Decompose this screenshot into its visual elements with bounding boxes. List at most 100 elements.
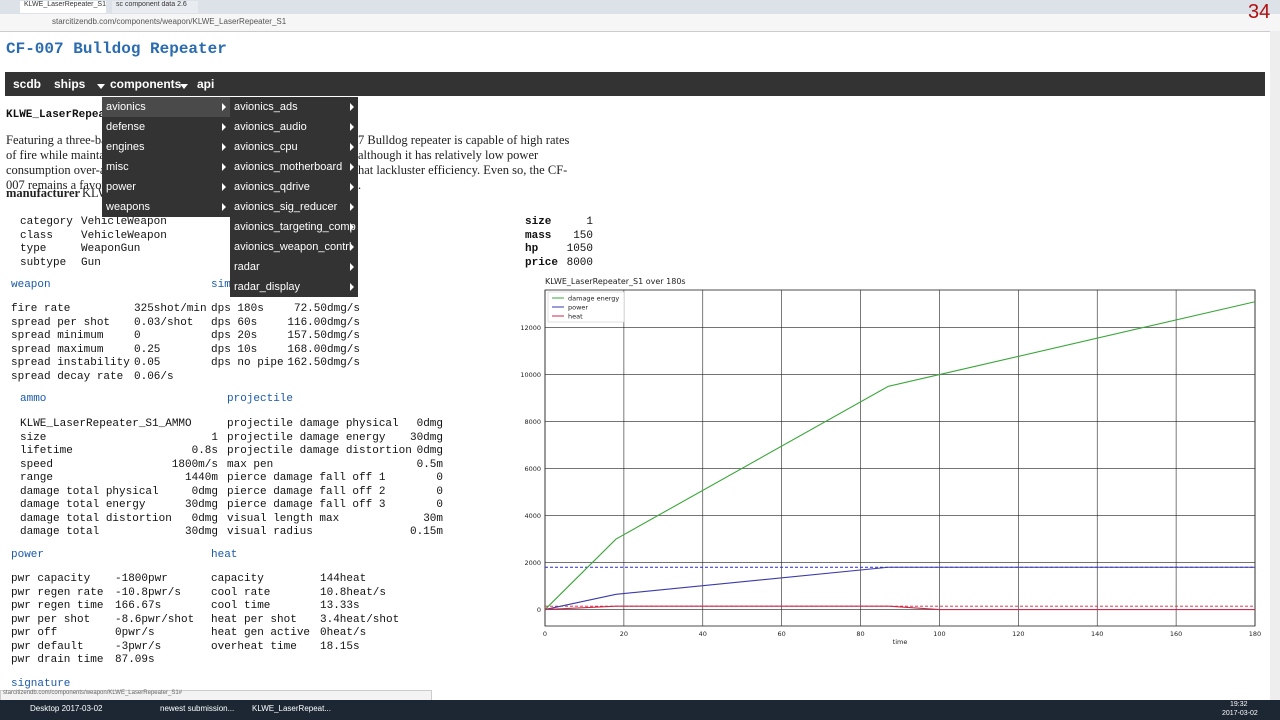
row-value: 18.15s — [320, 640, 360, 653]
row-label: pwr regen time — [11, 600, 104, 612]
menu-item[interactable]: avionics_sig_reducer — [230, 197, 358, 217]
info-value: VehicleWeapon — [81, 229, 167, 242]
row-label: visual length max — [227, 512, 340, 525]
row-label: projectile damage distortion — [227, 445, 412, 457]
status-url: starcitizendb.com/components/weapon/KLWE… — [3, 690, 182, 696]
row-label: damage total physical — [20, 485, 159, 498]
info-label: hp — [525, 243, 539, 255]
row-label: damage total distortion — [20, 512, 172, 525]
x-tick-label: 0 — [543, 630, 547, 638]
section-title: power — [11, 549, 45, 561]
info-value: 150 — [573, 229, 593, 242]
row-label: dps 60s — [211, 316, 258, 329]
address-bar — [0, 14, 1280, 32]
info-value: 1 — [586, 216, 593, 228]
row-label: projectile damage energy — [227, 431, 386, 444]
section-title: heat — [211, 549, 238, 561]
legend-label: heat — [568, 313, 583, 321]
row-label: size — [20, 431, 47, 444]
y-tick-label: 12000 — [520, 324, 541, 332]
row-value: 1800m/s — [171, 458, 218, 471]
url[interactable]: starcitizendb.com/components/weapon/KLWE… — [52, 17, 287, 26]
row-label: pwr drain time — [11, 654, 104, 666]
x-tick-label: 100 — [933, 630, 945, 638]
browser-tab[interactable]: sc component data 2.6 — [112, 1, 198, 13]
row-label: pwr off — [11, 627, 58, 639]
description: Featuring a three-ba — [6, 133, 107, 147]
row-value: 0 — [436, 485, 443, 498]
nav-link[interactable]: api — [197, 77, 215, 91]
x-axis-label: time — [893, 638, 908, 646]
taskbar-item[interactable]: KLWE_LaserRepeat... — [252, 704, 332, 713]
info-value: Gun — [81, 256, 101, 269]
row-label: spread minimum — [11, 330, 104, 342]
row-label: cool time — [211, 600, 271, 612]
row-value: -10.8pwr/s — [115, 586, 182, 599]
info-value: VehicleWeapon — [81, 216, 167, 228]
series-line — [544, 605, 1255, 611]
menu-item[interactable]: avionics_targeting_comp — [230, 217, 358, 237]
nav-link[interactable]: ships — [54, 77, 98, 91]
row-value: 1 — [211, 431, 218, 444]
row-value: 162.50dmg/s — [287, 357, 360, 369]
x-tick-label: 120 — [1012, 630, 1024, 638]
nav-bar — [5, 72, 1265, 96]
row-value: 168.00dmg/s — [287, 343, 360, 356]
row-value: 0.5m — [416, 458, 443, 471]
row-label: pwr capacity — [11, 573, 91, 585]
menu-item[interactable]: misc — [102, 157, 230, 177]
row-label: spread instability — [11, 357, 130, 369]
row-value: 10.8heat/s — [320, 586, 387, 599]
taskbar-item[interactable]: newest submission... — [160, 704, 235, 713]
row-value: 13.33s — [320, 600, 360, 612]
menu-item[interactable]: weapons — [102, 197, 230, 217]
menu-item[interactable]: avionics_motherboard — [230, 157, 358, 177]
menu-item[interactable]: avionics_qdrive — [230, 177, 358, 197]
page-title: CF-007 Bulldog Repeater — [6, 40, 227, 58]
row-label: speed — [20, 458, 54, 471]
row-label: heat gen active — [211, 627, 311, 639]
row-value: -3pwr/s — [115, 640, 162, 653]
row-value: 0heat/s — [320, 627, 367, 639]
row-value: 0dmg — [191, 512, 218, 525]
menu-item[interactable]: avionics_weapon_contrl — [230, 237, 358, 257]
row-value: 0.05 — [134, 357, 161, 369]
clock-date: 2017-03-02 — [1222, 710, 1258, 717]
menu-item[interactable]: radar_display — [230, 277, 358, 297]
nav-link[interactable]: scdb — [13, 77, 42, 91]
section-title: weapon — [11, 279, 51, 291]
description: . — [358, 178, 362, 192]
row-value: -1800pwr — [115, 573, 168, 585]
info-label: type — [20, 243, 47, 255]
section-title: ammo — [20, 393, 47, 405]
row-label: overheat time — [211, 640, 297, 653]
menu-item[interactable]: avionics_cpu — [230, 137, 358, 157]
plot-frame — [544, 289, 1256, 627]
menu-item[interactable]: avionics — [102, 97, 230, 117]
menu-item[interactable]: avionics_ads — [230, 97, 358, 117]
menu-item[interactable]: defense — [102, 117, 230, 137]
description: hat lackluster efficiency. Even so, the … — [358, 163, 568, 177]
menu-item[interactable]: avionics_audio — [230, 117, 358, 137]
info-label: size — [525, 216, 552, 228]
info-value: 1050 — [566, 243, 593, 255]
taskbar-item[interactable]: Desktop 2017-03-02 — [30, 704, 103, 713]
row-value: 144heat — [320, 573, 367, 585]
section-title: sim — [211, 279, 231, 291]
row-label: dps 180s — [211, 303, 264, 315]
browser-tab[interactable]: KLWE_LaserRepeater_S1 — [20, 1, 106, 13]
menu-item[interactable]: power — [102, 177, 230, 197]
menu-item[interactable]: radar — [230, 257, 358, 277]
nav-link[interactable]: components — [110, 77, 194, 91]
row-value: 0dmg — [416, 445, 443, 457]
row-label: pierce damage fall off 1 — [227, 472, 386, 484]
row-value: 72.50dmg/s — [293, 303, 360, 315]
y-tick-label: 4000 — [524, 512, 541, 520]
row-label: pierce damage fall off 2 — [227, 485, 386, 498]
row-label: heat per shot — [211, 613, 297, 626]
info-label: mass — [525, 229, 552, 242]
menu-item[interactable]: engines — [102, 137, 230, 157]
row-label: dps 20s — [211, 330, 258, 342]
row-label: damage total — [20, 526, 100, 538]
